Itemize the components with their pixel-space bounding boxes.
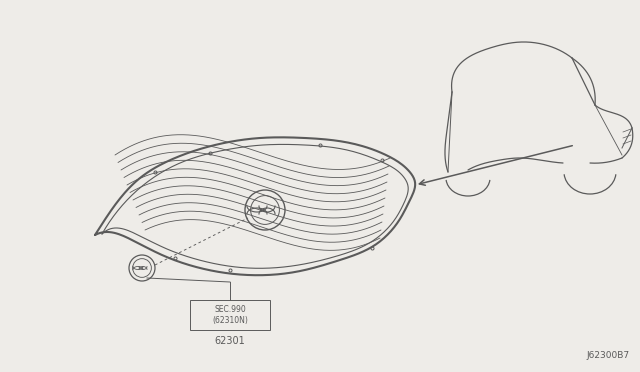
Text: J62300B7: J62300B7 xyxy=(587,351,630,360)
Text: 62301: 62301 xyxy=(214,336,245,346)
Text: SEC.990: SEC.990 xyxy=(214,305,246,314)
Bar xyxy=(190,300,270,330)
Text: (62310N): (62310N) xyxy=(212,317,248,326)
